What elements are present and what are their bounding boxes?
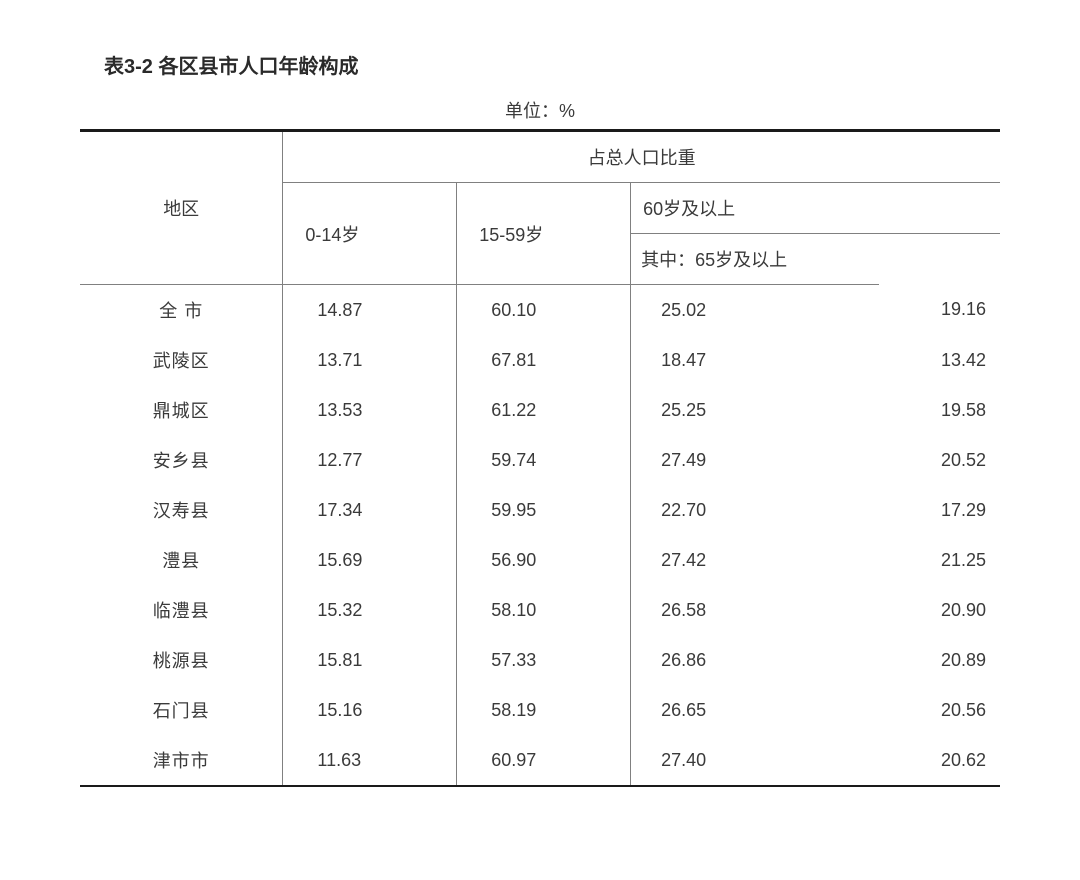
cell-age-15-59: 57.33 (457, 635, 631, 685)
table-row: 全 市14.8760.1025.0219.16 (80, 285, 1000, 336)
cell-age-15-59: 67.81 (457, 335, 631, 385)
table-row: 石门县15.1658.1926.6520.56 (80, 685, 1000, 735)
cell-age-0-14: 13.53 (283, 385, 457, 435)
age-composition-table-wrapper: 表3-2 各区县市人口年龄构成 单位：% 地区 占总人口比重 0-14岁 15-… (80, 50, 1000, 787)
cell-age-15-59: 59.95 (457, 485, 631, 535)
cell-age-60-plus: 27.40 (631, 735, 879, 786)
cell-age-60-plus: 25.02 (631, 285, 879, 336)
header-age-0-14: 0-14岁 (283, 183, 457, 285)
cell-region: 全 市 (80, 285, 283, 336)
cell-age-65-plus: 21.25 (879, 535, 1000, 585)
header-region: 地区 (80, 131, 283, 285)
header-group: 占总人口比重 (283, 131, 1000, 183)
table-row: 津市市11.6360.9727.4020.62 (80, 735, 1000, 786)
cell-age-15-59: 61.22 (457, 385, 631, 435)
cell-age-60-plus: 18.47 (631, 335, 879, 385)
cell-age-15-59: 58.19 (457, 685, 631, 735)
table-row: 澧县15.6956.9027.4221.25 (80, 535, 1000, 585)
table-header: 地区 占总人口比重 0-14岁 15-59岁 60岁及以上 其中：65岁及以上 (80, 131, 1000, 285)
cell-age-15-59: 59.74 (457, 435, 631, 485)
cell-age-60-plus: 27.49 (631, 435, 879, 485)
cell-age-65-plus: 20.62 (879, 735, 1000, 786)
cell-region: 武陵区 (80, 335, 283, 385)
cell-age-60-plus: 26.58 (631, 585, 879, 635)
cell-age-65-plus: 19.16 (879, 285, 1000, 336)
cell-age-0-14: 15.16 (283, 685, 457, 735)
header-age-60-plus: 60岁及以上 (631, 183, 1000, 234)
age-composition-table: 地区 占总人口比重 0-14岁 15-59岁 60岁及以上 其中：65岁及以上 … (80, 129, 1000, 787)
cell-region: 澧县 (80, 535, 283, 585)
cell-age-15-59: 60.10 (457, 285, 631, 336)
table-row: 武陵区13.7167.8118.4713.42 (80, 335, 1000, 385)
cell-region: 石门县 (80, 685, 283, 735)
cell-age-65-plus: 13.42 (879, 335, 1000, 385)
table-row: 鼎城区13.5361.2225.2519.58 (80, 385, 1000, 435)
cell-age-60-plus: 26.65 (631, 685, 879, 735)
cell-age-15-59: 58.10 (457, 585, 631, 635)
cell-age-0-14: 17.34 (283, 485, 457, 535)
cell-age-0-14: 13.71 (283, 335, 457, 385)
header-age-15-59: 15-59岁 (457, 183, 631, 285)
cell-region: 安乡县 (80, 435, 283, 485)
table-body: 全 市14.8760.1025.0219.16武陵区13.7167.8118.4… (80, 285, 1000, 787)
cell-age-65-plus: 20.52 (879, 435, 1000, 485)
cell-age-65-plus: 19.58 (879, 385, 1000, 435)
table-row: 汉寿县17.3459.9522.7017.29 (80, 485, 1000, 535)
cell-age-0-14: 12.77 (283, 435, 457, 485)
table-title: 表3-2 各区县市人口年龄构成 (80, 50, 1000, 79)
cell-region: 临澧县 (80, 585, 283, 635)
cell-age-65-plus: 20.89 (879, 635, 1000, 685)
cell-age-65-plus: 17.29 (879, 485, 1000, 535)
table-row: 桃源县15.8157.3326.8620.89 (80, 635, 1000, 685)
cell-region: 津市市 (80, 735, 283, 786)
cell-age-65-plus: 20.56 (879, 685, 1000, 735)
table-row: 临澧县15.3258.1026.5820.90 (80, 585, 1000, 635)
cell-region: 桃源县 (80, 635, 283, 685)
unit-label: 单位：% (80, 97, 1000, 123)
cell-age-0-14: 14.87 (283, 285, 457, 336)
cell-region: 汉寿县 (80, 485, 283, 535)
cell-age-15-59: 60.97 (457, 735, 631, 786)
cell-age-60-plus: 25.25 (631, 385, 879, 435)
cell-age-15-59: 56.90 (457, 535, 631, 585)
cell-age-60-plus: 26.86 (631, 635, 879, 685)
cell-age-60-plus: 22.70 (631, 485, 879, 535)
cell-age-0-14: 15.69 (283, 535, 457, 585)
cell-age-60-plus: 27.42 (631, 535, 879, 585)
cell-region: 鼎城区 (80, 385, 283, 435)
cell-age-0-14: 15.32 (283, 585, 457, 635)
cell-age-0-14: 15.81 (283, 635, 457, 685)
cell-age-0-14: 11.63 (283, 735, 457, 786)
table-row: 安乡县12.7759.7427.4920.52 (80, 435, 1000, 485)
header-age-65-plus: 其中：65岁及以上 (631, 234, 879, 285)
cell-age-65-plus: 20.90 (879, 585, 1000, 635)
